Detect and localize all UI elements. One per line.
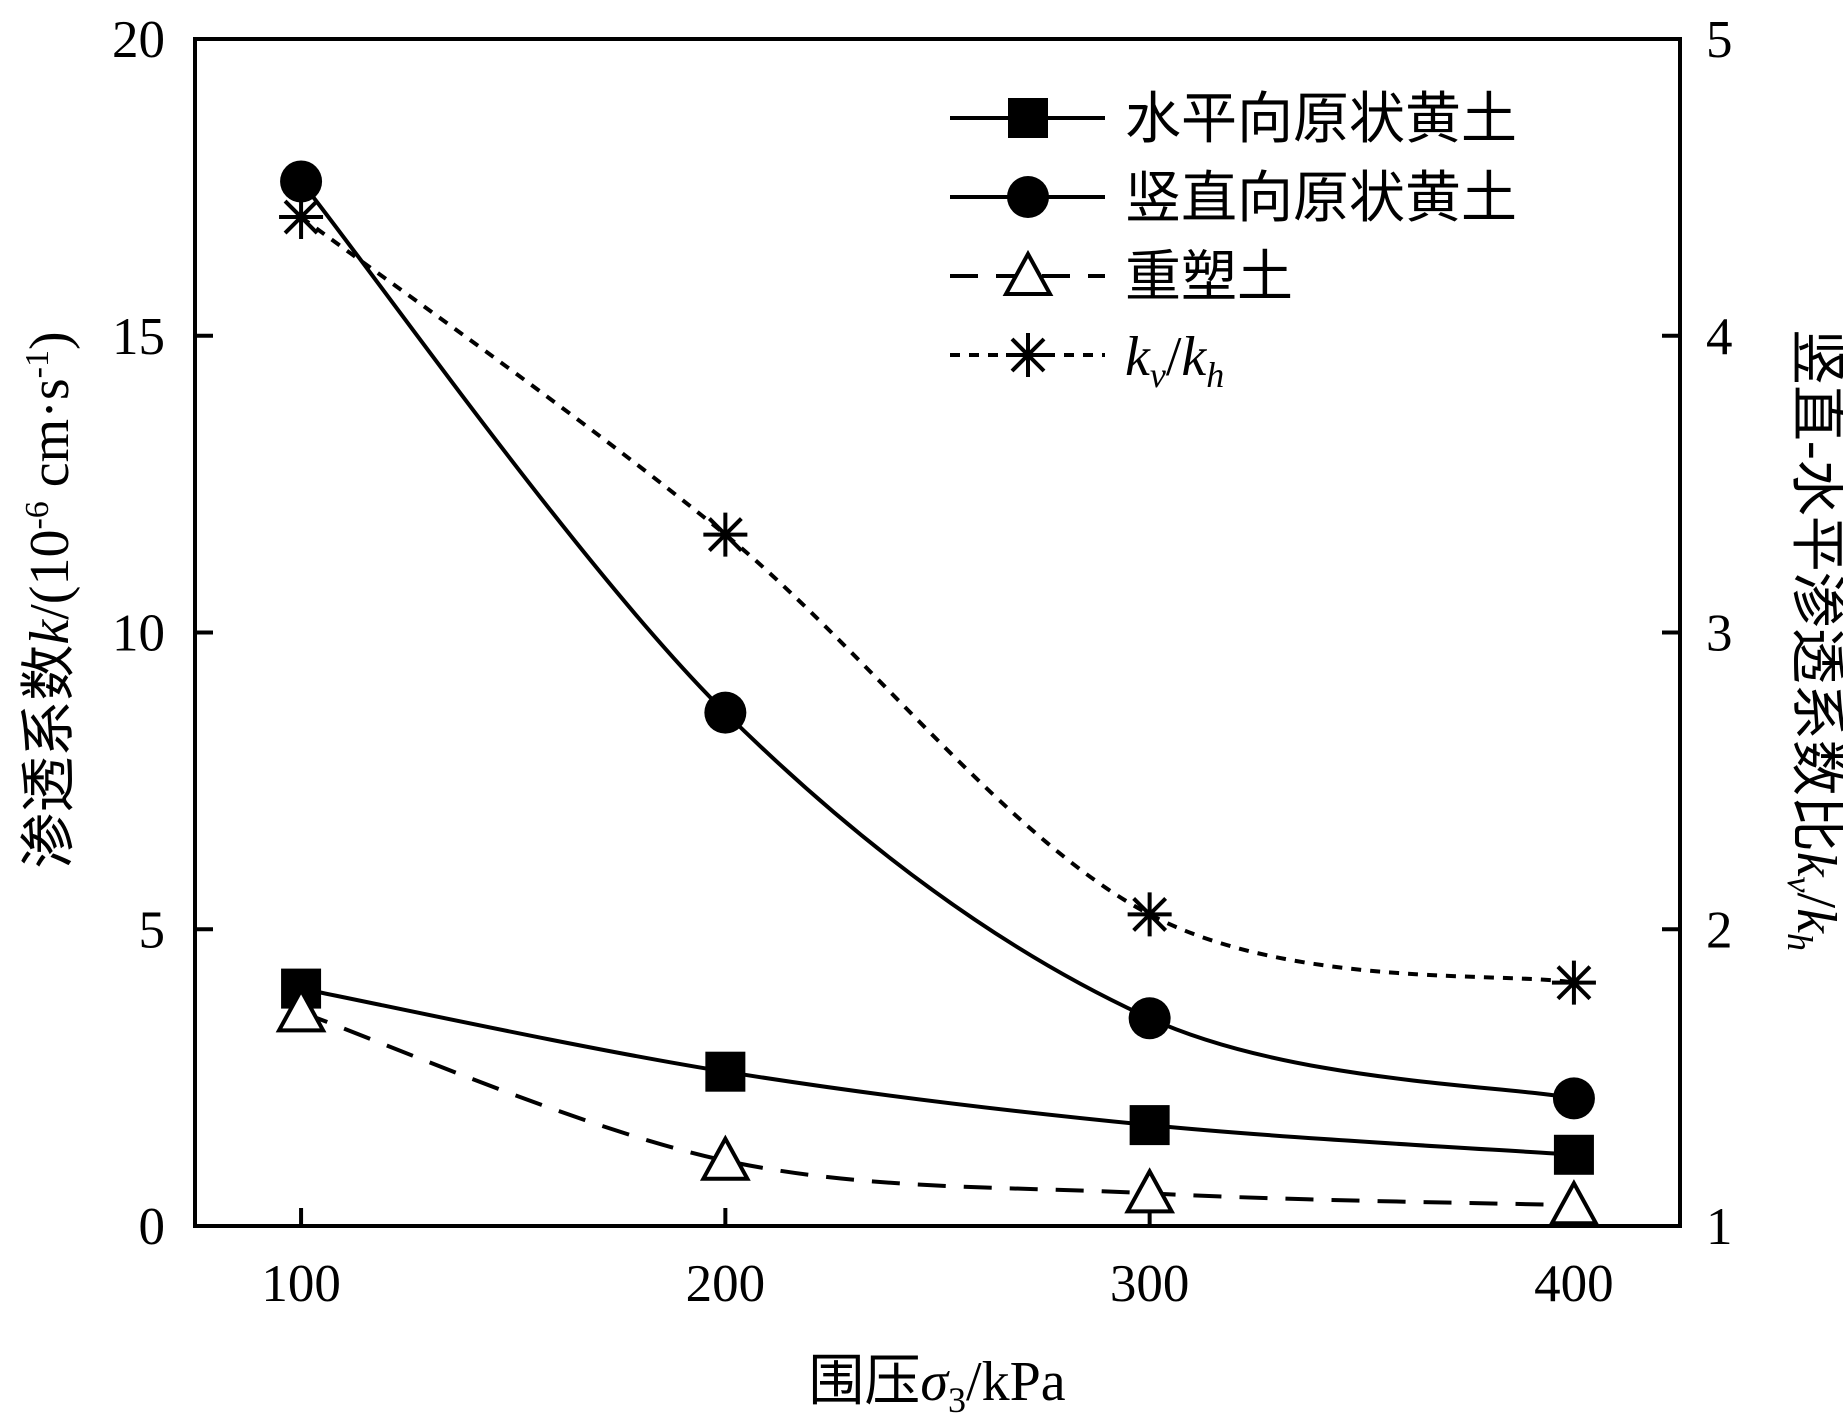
y-left-tick-label: 0 (139, 1198, 166, 1256)
series-line (300, 986, 1575, 1157)
legend-label: 竖直向原状黄土 (1125, 168, 1517, 230)
data-point-triangle-open (1124, 1167, 1176, 1214)
series-line (299, 180, 1575, 1101)
legend-item: 水平向原状黄土 (950, 89, 1517, 151)
legend-label-part: v (1150, 355, 1166, 395)
y-left-tick-label: 5 (139, 901, 166, 959)
y-left-tick-label: 15 (112, 308, 165, 366)
data-point-square-filled (1129, 1105, 1170, 1146)
legend-label: kv/kh (1125, 326, 1224, 395)
legend-label: 重塑土 (1125, 247, 1293, 309)
series-line (300, 1010, 1574, 1208)
series-line (299, 215, 1575, 985)
series-1 (280, 160, 1595, 1120)
data-point-asterisk (703, 512, 748, 557)
x-tick-label: 400 (1534, 1255, 1614, 1313)
legend-label-part: h (1206, 355, 1224, 395)
y-right-tick-label: 4 (1706, 308, 1733, 366)
y-axis-right-label: 竖直-水平渗透系数比kv/kh (1780, 329, 1843, 951)
legend-item: kv/kh (950, 326, 1224, 395)
axes: 100 200 300 400 0 5 10 15 20 1 2 3 4 5 (112, 11, 1733, 1313)
legend-label-part: k (1181, 326, 1207, 388)
series-3 (279, 195, 1596, 1005)
legend-marker (1002, 249, 1054, 296)
data-point-asterisk (279, 195, 324, 240)
series-2 (275, 986, 1600, 1226)
y-left-tick-label: 10 (112, 605, 165, 663)
legend-label-part: / (1166, 326, 1182, 388)
legend-marker (1008, 98, 1048, 138)
data-point-square-filled (1553, 1134, 1594, 1175)
legend-label-part: k (1125, 326, 1151, 388)
y-left-tick-label: 20 (112, 11, 165, 69)
y-right-tick-label: 1 (1706, 1198, 1733, 1256)
x-axis-label: 围压σ3/kPa (808, 1351, 1065, 1415)
data-point-circle-filled (280, 160, 323, 203)
series-layer (275, 160, 1600, 1226)
data-point-asterisk (1551, 960, 1596, 1005)
data-point-triangle-open (1548, 1179, 1600, 1226)
legend-label: 水平向原状黄土 (1125, 89, 1517, 151)
y-right-tick-label: 3 (1706, 605, 1733, 663)
data-point-circle-filled (1552, 1077, 1595, 1120)
legend-item: 重塑土 (950, 247, 1293, 309)
data-point-triangle-open (275, 986, 327, 1033)
x-tick-label: 300 (1110, 1255, 1190, 1313)
data-point-asterisk (1127, 892, 1172, 937)
data-point-circle-filled (704, 691, 747, 734)
y-axis-left-label: 渗透系数k/(10-6 cm·s-1) (19, 331, 81, 868)
y-right-tick-label: 5 (1706, 11, 1733, 69)
x-tick-label: 200 (686, 1255, 766, 1313)
data-point-square-filled (705, 1051, 746, 1092)
series-0 (281, 968, 1594, 1175)
y-right-tick-label: 2 (1706, 901, 1733, 959)
legend-marker (1006, 333, 1050, 377)
data-point-triangle-open (699, 1134, 751, 1181)
legend-marker (1007, 176, 1049, 218)
x-tick-label: 100 (261, 1255, 341, 1313)
data-point-circle-filled (1128, 997, 1171, 1040)
legend-item: 竖直向原状黄土 (950, 168, 1517, 230)
